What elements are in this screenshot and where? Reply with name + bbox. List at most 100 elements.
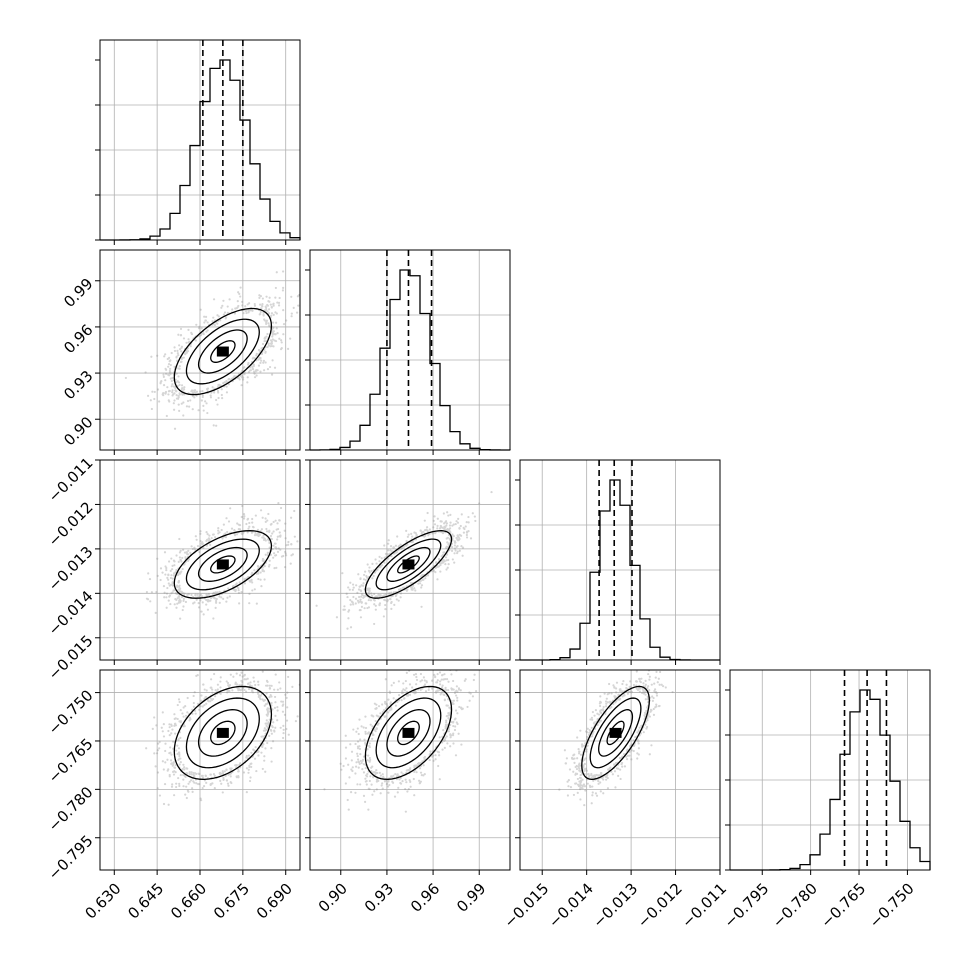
scatter-point: [254, 370, 257, 373]
hist-panel-p3: [725, 669, 931, 875]
scatter-point: [411, 588, 414, 591]
scatter-point: [415, 678, 419, 682]
scatter-point: [169, 367, 172, 370]
scatter-point: [365, 602, 368, 605]
scatter-point: [175, 598, 178, 601]
scatter-point: [274, 554, 277, 557]
scatter-point: [227, 684, 230, 687]
scatter-point: [185, 551, 188, 554]
scatter-point: [434, 758, 437, 761]
scatter-point: [201, 390, 204, 393]
scatter-point: [271, 547, 274, 551]
scatter-point: [589, 730, 592, 733]
scatter-point: [439, 524, 442, 528]
scatter-point: [583, 785, 587, 788]
scatter-point: [424, 528, 427, 532]
scatter-point: [279, 687, 282, 690]
scatter-point: [198, 550, 201, 554]
scatter-point: [637, 753, 640, 756]
scatter-point: [180, 596, 184, 599]
scatter-point: [183, 592, 186, 595]
scatter-point: [173, 392, 176, 395]
scatter-point: [274, 554, 278, 557]
scatter-point: [179, 334, 183, 337]
scatter-point: [167, 582, 170, 585]
scatter-point: [366, 732, 369, 735]
scatter-point: [380, 784, 383, 787]
scatter-point: [582, 764, 585, 767]
y-tick-label-p2: −0.014: [45, 587, 97, 639]
scatter-point: [444, 736, 447, 740]
scatter-point: [237, 304, 240, 308]
scatter-point: [261, 767, 264, 771]
scatter-point: [272, 544, 275, 547]
scatter-point: [655, 692, 658, 695]
scatter-point: [459, 689, 462, 692]
scatter-point: [154, 611, 157, 614]
scatter-point: [285, 554, 288, 557]
scatter-point: [174, 717, 177, 720]
scatter-point: [242, 513, 246, 516]
scatter-point: [253, 534, 257, 537]
scatter-point: [169, 372, 172, 376]
scatter-point: [230, 767, 233, 770]
scatter-point: [168, 389, 171, 393]
scatter-point: [271, 708, 274, 711]
scatter-point: [280, 555, 284, 558]
scatter-point: [251, 525, 255, 529]
scatter-point: [359, 589, 363, 593]
scatter-point: [172, 385, 175, 388]
scatter-point: [272, 345, 275, 348]
scatter-point: [180, 591, 184, 594]
scatter-point: [223, 381, 226, 384]
scatter-point: [437, 565, 441, 568]
scatter-point: [168, 584, 171, 587]
scatter-point: [630, 691, 633, 694]
scatter-point: [361, 759, 364, 762]
scatter-point: [211, 386, 214, 389]
scatter-point: [204, 400, 207, 403]
scatter-point: [405, 694, 408, 697]
scatter-point: [270, 747, 273, 750]
scatter-point: [436, 578, 439, 581]
scatter-point: [578, 750, 581, 753]
scatter-point: [247, 311, 250, 314]
scatter-point: [451, 524, 454, 527]
scatter-point: [262, 313, 265, 316]
scatter-point: [368, 744, 371, 748]
scatter-point: [379, 712, 382, 715]
scatter-point: [179, 709, 182, 712]
scatter-point: [262, 361, 265, 364]
scatter-point: [437, 764, 440, 768]
scatter-point: [271, 359, 274, 362]
scatter-point: [219, 779, 222, 782]
scatter-point: [183, 551, 187, 554]
scatter-point: [460, 545, 463, 548]
scatter-point: [192, 701, 195, 705]
scatter-point: [271, 321, 275, 324]
scatter-point: [156, 787, 159, 790]
scatter-point: [228, 298, 231, 301]
x-tick-label-p2: −0.014: [545, 880, 597, 932]
scatter-point: [456, 539, 459, 542]
y-tick-label-p3: −0.750: [45, 686, 97, 738]
scatter-point: [613, 763, 616, 766]
scatter-point: [282, 703, 285, 706]
scatter-point: [405, 781, 408, 784]
scatter-point: [196, 593, 199, 596]
scatter-point: [177, 747, 181, 750]
scatter-point: [261, 566, 264, 569]
scatter-point: [587, 733, 591, 736]
scatter-point: [265, 335, 268, 338]
scatter-point: [261, 557, 265, 561]
scatter-point: [441, 684, 444, 687]
scatter-point: [171, 568, 174, 571]
scatter-point: [384, 715, 387, 718]
scatter-point: [452, 688, 455, 691]
scatter-point: [297, 304, 300, 307]
x-tick-label-p1: 0.99: [453, 880, 489, 916]
scatter-point: [229, 673, 232, 676]
scatter-point: [439, 680, 442, 683]
scatter-point: [192, 780, 195, 783]
scatter-point: [457, 536, 460, 539]
